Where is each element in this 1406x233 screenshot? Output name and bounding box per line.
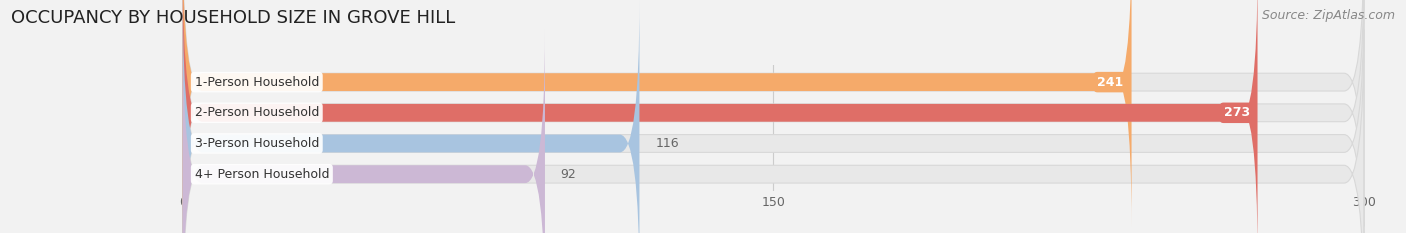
FancyBboxPatch shape: [183, 0, 1257, 233]
Text: Source: ZipAtlas.com: Source: ZipAtlas.com: [1261, 9, 1395, 22]
FancyBboxPatch shape: [183, 0, 640, 233]
Text: 2-Person Household: 2-Person Household: [194, 106, 319, 119]
FancyBboxPatch shape: [183, 0, 1364, 233]
Text: 273: 273: [1223, 106, 1250, 119]
Text: 1-Person Household: 1-Person Household: [194, 76, 319, 89]
Text: 3-Person Household: 3-Person Household: [194, 137, 319, 150]
Text: 241: 241: [1098, 76, 1123, 89]
Text: OCCUPANCY BY HOUSEHOLD SIZE IN GROVE HILL: OCCUPANCY BY HOUSEHOLD SIZE IN GROVE HIL…: [11, 9, 456, 27]
FancyBboxPatch shape: [183, 0, 1364, 227]
Text: 4+ Person Household: 4+ Person Household: [194, 168, 329, 181]
Text: 116: 116: [655, 137, 679, 150]
FancyBboxPatch shape: [183, 30, 1364, 233]
Text: 92: 92: [561, 168, 576, 181]
FancyBboxPatch shape: [183, 30, 546, 233]
FancyBboxPatch shape: [183, 0, 1132, 227]
FancyBboxPatch shape: [183, 0, 1364, 233]
